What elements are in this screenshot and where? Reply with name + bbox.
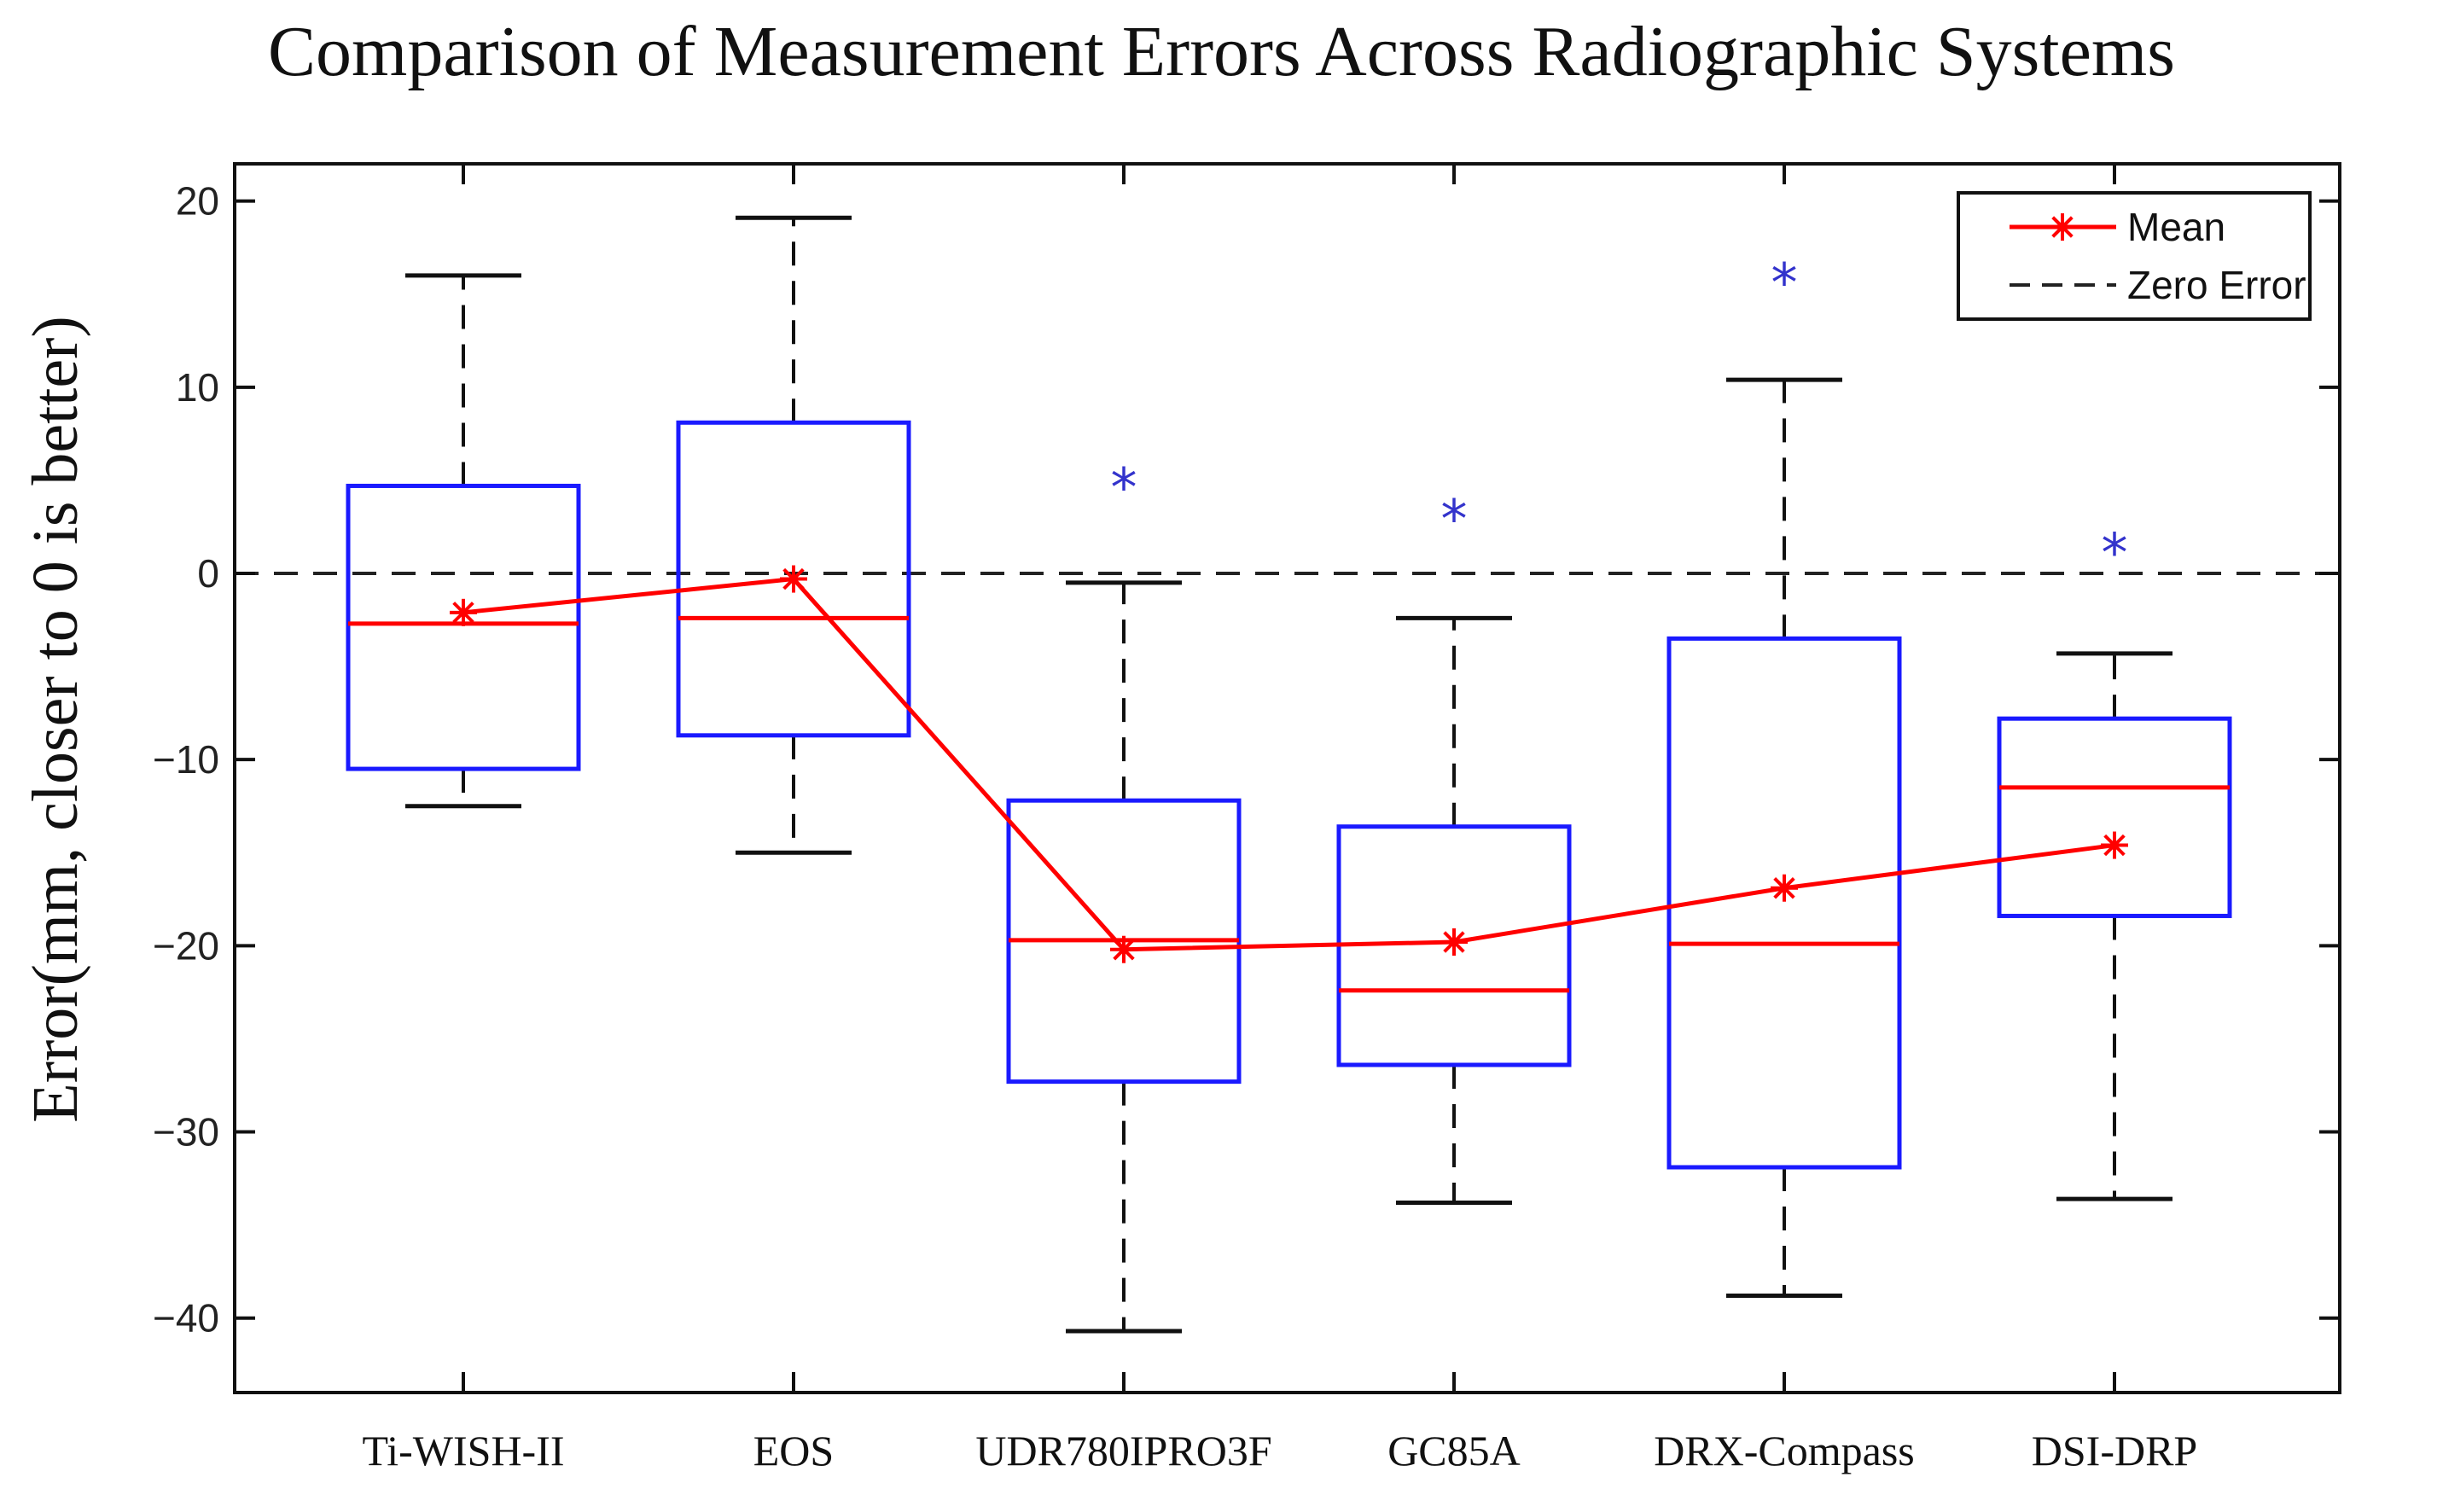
mean-point xyxy=(1110,935,1137,963)
legend-mean-label: Mean xyxy=(2127,205,2225,249)
iqr-box xyxy=(676,420,911,738)
box-ti-wish-ii xyxy=(346,273,581,809)
mean-point xyxy=(1771,874,1798,902)
legend-mean-marker xyxy=(2049,213,2076,241)
y-tick-label: −30 xyxy=(153,1110,219,1154)
y-tick-label: −10 xyxy=(153,737,219,782)
outlier-marker: * xyxy=(1771,252,1798,314)
plot-frame xyxy=(233,162,2341,1394)
mean-point-stroke xyxy=(1773,876,1795,899)
legend-zero-error-label: Zero Error xyxy=(2127,263,2306,307)
mean-point-stroke xyxy=(1113,938,1135,961)
x-tick-label: EOS xyxy=(753,1427,834,1474)
y-tick-label: 10 xyxy=(176,365,219,410)
x-tick-label: DRX-Compass xyxy=(1654,1427,1915,1474)
mean-line xyxy=(462,576,2115,952)
box-drx-compass: * xyxy=(1666,252,1902,1299)
x-tick-label: Ti-WISH-II xyxy=(362,1427,564,1474)
x-tick-label: UDR780IPRO3F xyxy=(975,1427,1271,1474)
y-axis-label: Error(mm, closer to 0 is better) xyxy=(20,316,91,1122)
y-tick-label: 20 xyxy=(176,179,219,224)
chart-axes: 20 10 0 −10 −20 −30 −40 Ti-WISH-II EOS UDR780IPRO… xyxy=(153,162,2341,1474)
legend-box xyxy=(1957,191,2312,321)
mean-point xyxy=(2101,831,2128,859)
x-tick-label: GC85A xyxy=(1387,1427,1521,1474)
y-tick-label: 0 xyxy=(197,551,219,596)
mean-point-stroke xyxy=(452,602,474,624)
mean-point xyxy=(1440,928,1468,956)
mean-point-stroke xyxy=(1443,931,1465,953)
iqr-box xyxy=(1666,636,1902,1170)
mean-point-stroke xyxy=(2103,834,2126,857)
chart-marks: * * * * xyxy=(235,215,2340,1334)
box-eos xyxy=(676,215,911,855)
legend-mean-marker-stroke xyxy=(2051,216,2074,238)
y-tick-label: −40 xyxy=(153,1296,219,1340)
outlier-marker: * xyxy=(2102,521,2128,584)
box-udr780ipro3f: * xyxy=(1006,457,1242,1334)
x-tick-label: DSI-DRP xyxy=(2032,1427,2197,1474)
y-tick-label: −20 xyxy=(153,923,219,968)
mean-point-stroke xyxy=(782,567,805,590)
mean-point xyxy=(450,598,477,626)
outlier-marker: * xyxy=(1111,457,1137,519)
outlier-marker: * xyxy=(1441,488,1468,550)
box-dsi-drp: * xyxy=(1997,521,2232,1201)
mean-point xyxy=(780,565,807,593)
chart-legend: Mean Zero Error xyxy=(1957,191,2312,321)
iqr-box xyxy=(346,483,581,771)
chart-title: Comparison of Measurement Errors Across … xyxy=(268,12,2175,91)
iqr-box xyxy=(1997,716,2232,918)
box-gc85a: * xyxy=(1336,488,1572,1205)
